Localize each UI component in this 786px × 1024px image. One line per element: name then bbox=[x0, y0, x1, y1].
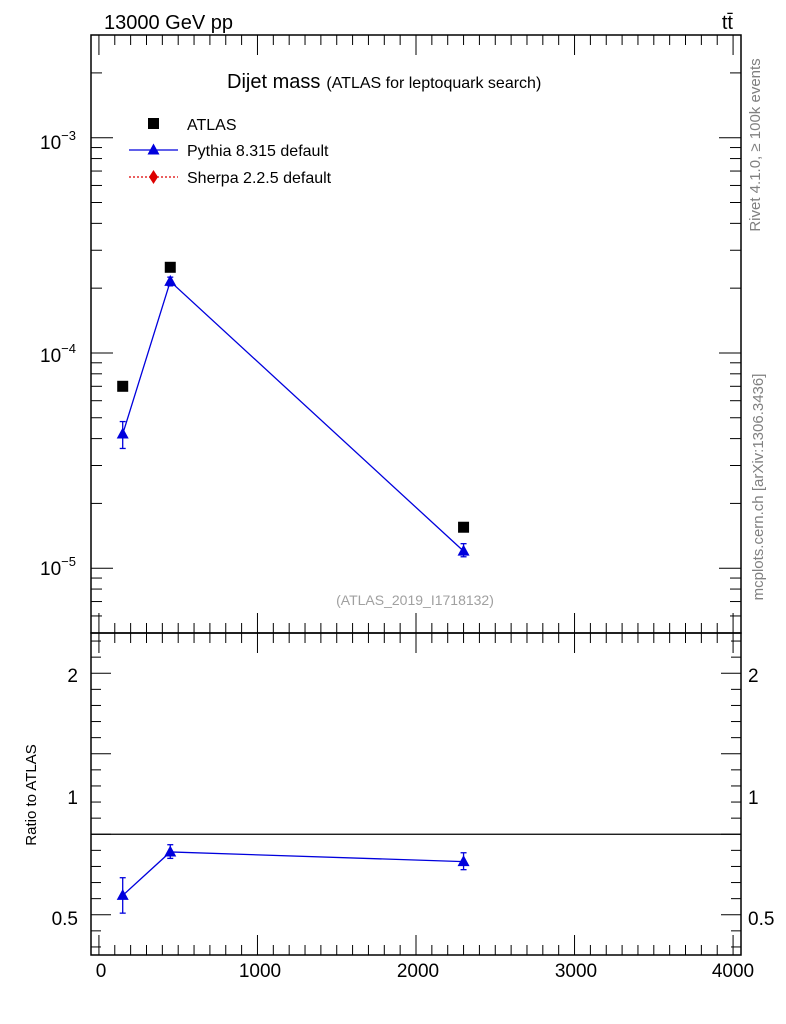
legend-label-sherpa: Sherpa 2.2.5 default bbox=[187, 170, 332, 187]
energy-label: 13000 GeV pp bbox=[104, 12, 233, 34]
x-tick-label-0: 0 bbox=[96, 961, 107, 982]
pythia-data-point-2 bbox=[457, 544, 470, 556]
legend-label-pythia: Pythia 8.315 default bbox=[187, 143, 329, 160]
atlas-data-point-0 bbox=[117, 380, 129, 392]
ratio-axis-label: Ratio to ATLAS bbox=[23, 744, 40, 845]
atlas-data-point-1 bbox=[164, 261, 176, 273]
x-axis-ticks bbox=[98, 35, 734, 955]
main-axis-ticks bbox=[91, 34, 741, 617]
main-panel-series bbox=[116, 261, 470, 558]
x-tick-label-1000: 1000 bbox=[239, 961, 281, 982]
y-tick-label-1e-4: 10−4 bbox=[40, 341, 76, 367]
ratio-tick-label-2-right: 2 bbox=[748, 666, 759, 687]
pythia-data-point-0 bbox=[116, 427, 129, 439]
mcplots-label: mcplots.cern.ch [arXiv:1306.3436] bbox=[750, 374, 767, 601]
process-label: tt̄ bbox=[722, 12, 734, 34]
x-tick-label-4000: 4000 bbox=[712, 961, 754, 982]
legend-marker-sherpa bbox=[149, 170, 158, 184]
ratio-data-point-0 bbox=[116, 888, 129, 900]
legend: ATLAS Pythia 8.315 default Sherpa 2.2.5 … bbox=[129, 117, 332, 187]
y-tick-label-1e-3: 10−3 bbox=[40, 128, 76, 154]
pythia-data-point-1 bbox=[164, 274, 177, 286]
legend-label-atlas: ATLAS bbox=[187, 117, 237, 134]
ratio-panel-series bbox=[116, 844, 470, 914]
ratio-tick-label-0.5-right: 0.5 bbox=[748, 909, 774, 930]
y-tick-label-1e-5: 10−5 bbox=[40, 554, 76, 580]
ratio-data-point-2 bbox=[457, 855, 470, 867]
analysis-id-label: (ATLAS_2019_I1718132) bbox=[336, 592, 494, 608]
legend-marker-pythia bbox=[147, 143, 160, 155]
chart-title: Dijet mass (ATLAS for leptoquark search) bbox=[227, 71, 541, 93]
ratio-tick-label-2: 2 bbox=[67, 666, 78, 687]
x-tick-label-2000: 2000 bbox=[397, 961, 439, 982]
legend-marker-atlas bbox=[148, 118, 159, 129]
rivet-version-label: Rivet 4.1.0, ≥ 100k events bbox=[747, 58, 764, 231]
ratio-tick-label-0.5: 0.5 bbox=[52, 909, 78, 930]
atlas-data-point-2 bbox=[458, 521, 470, 533]
ratio-data-point-1 bbox=[164, 845, 177, 857]
x-tick-label-3000: 3000 bbox=[555, 961, 597, 982]
ratio-tick-label-1-right: 1 bbox=[748, 788, 759, 809]
ratio-tick-label-1: 1 bbox=[67, 788, 78, 809]
